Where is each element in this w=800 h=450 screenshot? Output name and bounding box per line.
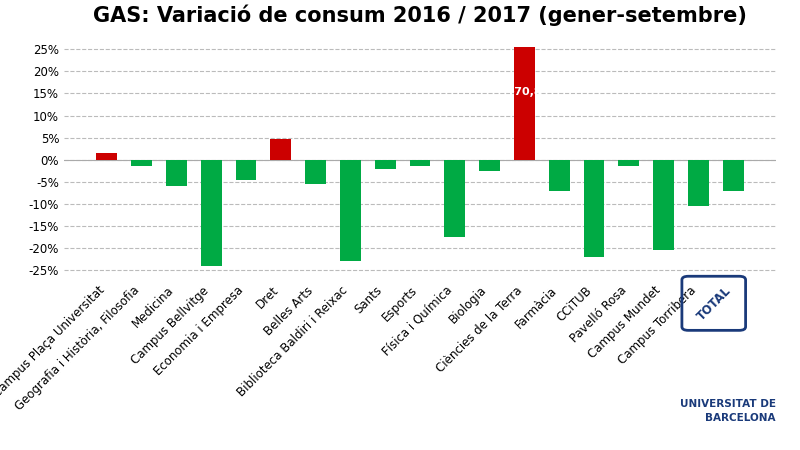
Bar: [374, 160, 396, 169]
Bar: [305, 160, 326, 184]
Bar: [444, 160, 466, 237]
Bar: [166, 160, 187, 186]
Bar: [340, 160, 361, 261]
Bar: [549, 160, 570, 191]
Text: UNIVERSITAT DE
BARCELONA: UNIVERSITAT DE BARCELONA: [680, 399, 776, 423]
Title: GAS: Variació de consum 2016 / 2017 (gener-setembre): GAS: Variació de consum 2016 / 2017 (gen…: [93, 4, 747, 26]
Bar: [235, 160, 257, 180]
Bar: [618, 160, 639, 166]
Bar: [653, 160, 674, 250]
Bar: [410, 160, 430, 166]
Bar: [688, 160, 709, 206]
Bar: [201, 160, 222, 266]
Bar: [479, 160, 500, 171]
Bar: [722, 160, 744, 191]
Bar: [583, 160, 605, 257]
Bar: [131, 160, 152, 166]
Bar: [270, 139, 291, 160]
Bar: [514, 47, 535, 160]
Bar: [96, 153, 118, 160]
Text: +70,8: +70,8: [506, 87, 542, 97]
